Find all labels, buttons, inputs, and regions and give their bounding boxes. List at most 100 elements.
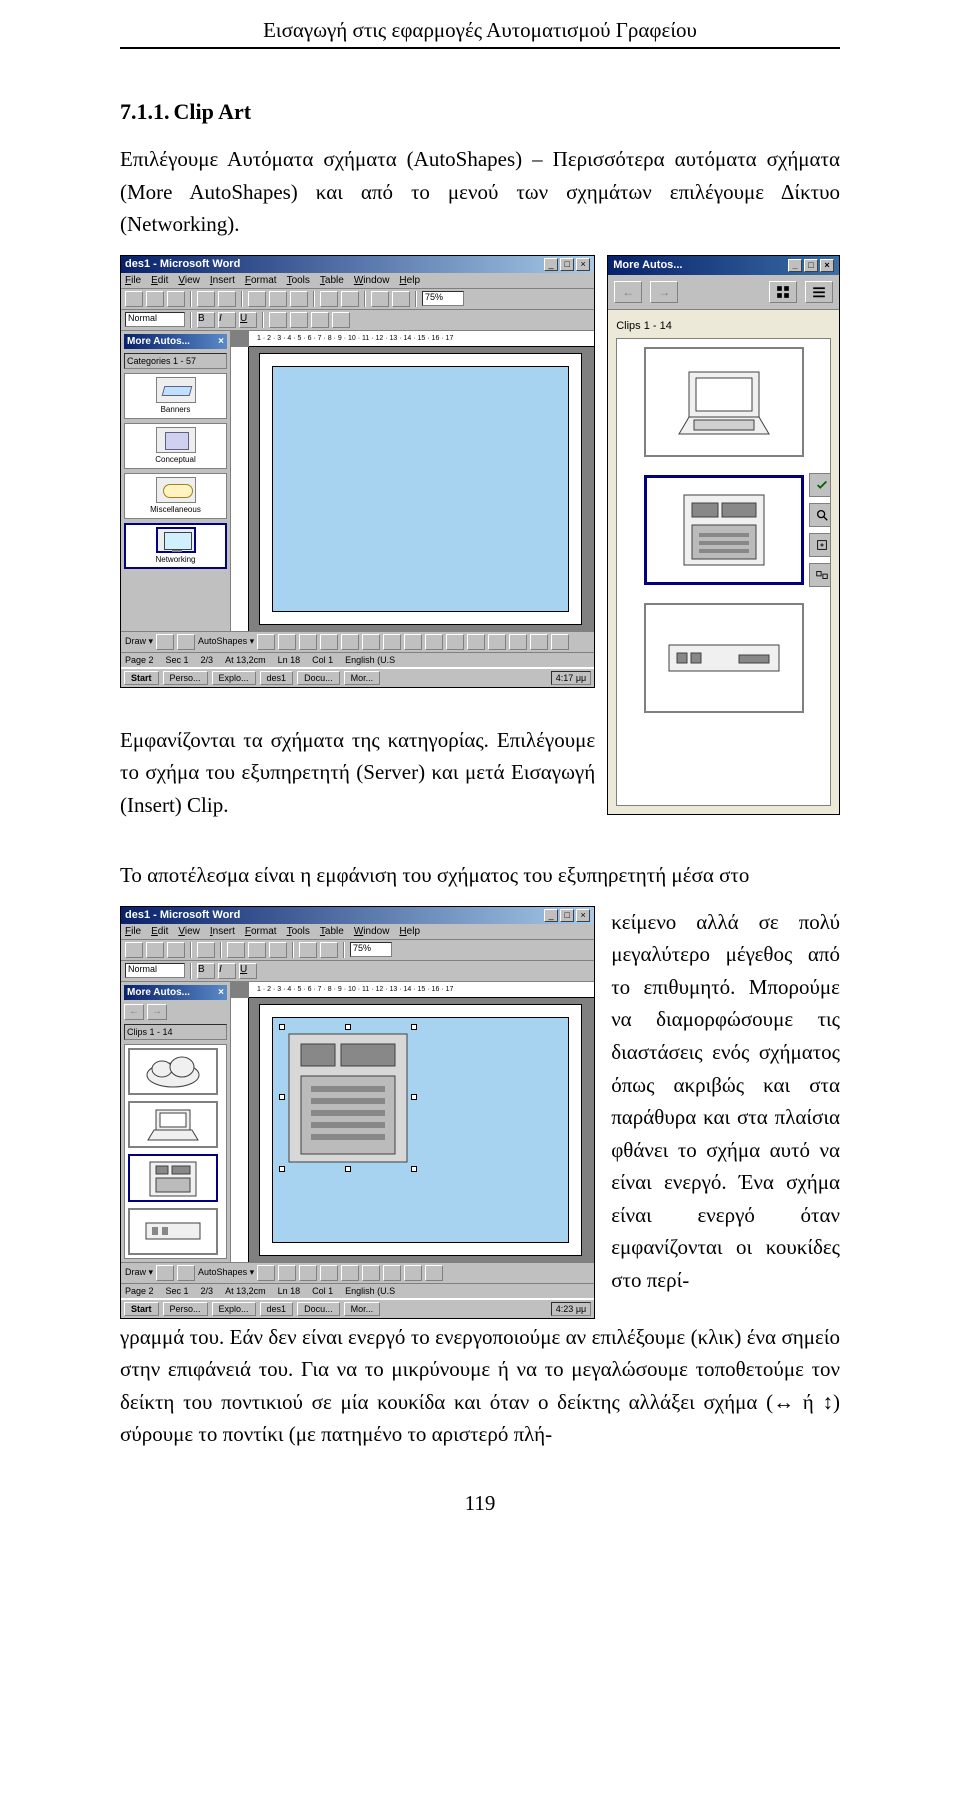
taskbar-item[interactable]: Mor... bbox=[344, 1302, 381, 1316]
clip-server[interactable] bbox=[644, 475, 804, 585]
taskbar-item[interactable]: Docu... bbox=[297, 671, 340, 685]
linecolor-icon[interactable] bbox=[425, 634, 443, 650]
find-similar-icon[interactable] bbox=[809, 563, 831, 587]
minimize-button[interactable]: _ bbox=[544, 909, 558, 922]
taskbar-item[interactable]: Perso... bbox=[163, 671, 208, 685]
inserted-server-shape[interactable] bbox=[283, 1028, 413, 1168]
italic-icon[interactable]: I bbox=[218, 963, 236, 979]
resize-handle-w[interactable] bbox=[279, 1094, 285, 1100]
columns-icon[interactable] bbox=[392, 291, 410, 307]
wordart-icon[interactable] bbox=[362, 634, 380, 650]
word1-menubar[interactable]: File Edit View Insert Format Tools Table… bbox=[121, 273, 594, 289]
underline-icon[interactable]: U bbox=[239, 312, 257, 328]
preview-icon[interactable] bbox=[218, 291, 236, 307]
arrow-icon[interactable] bbox=[278, 634, 296, 650]
rotate-icon[interactable] bbox=[177, 1265, 195, 1281]
justify-icon[interactable] bbox=[332, 312, 350, 328]
paste-icon[interactable] bbox=[269, 942, 287, 958]
linecolor-icon[interactable] bbox=[383, 1265, 401, 1281]
rectangle-icon[interactable] bbox=[299, 634, 317, 650]
style-combo[interactable]: Normal bbox=[125, 963, 185, 978]
taskbar-item[interactable]: des1 bbox=[260, 671, 294, 685]
arrow-icon[interactable] bbox=[278, 1265, 296, 1281]
menu-file[interactable]: File bbox=[125, 275, 141, 286]
threed-icon[interactable] bbox=[551, 634, 569, 650]
menu-insert[interactable]: Insert bbox=[210, 926, 235, 937]
menu-table[interactable]: Table bbox=[320, 926, 344, 937]
oval-icon[interactable] bbox=[320, 1265, 338, 1281]
italic-icon[interactable]: I bbox=[218, 312, 236, 328]
resize-handle-n[interactable] bbox=[345, 1024, 351, 1030]
close-button[interactable]: × bbox=[576, 909, 590, 922]
dash-icon[interactable] bbox=[488, 634, 506, 650]
category-miscellaneous[interactable]: Miscellaneous bbox=[124, 473, 227, 519]
shadow-icon[interactable] bbox=[530, 634, 548, 650]
redo-icon[interactable] bbox=[320, 942, 338, 958]
clip-laptop[interactable] bbox=[644, 347, 804, 457]
category-conceptual[interactable]: Conceptual bbox=[124, 423, 227, 469]
fontcolor-icon[interactable] bbox=[446, 634, 464, 650]
menu-help[interactable]: Help bbox=[399, 926, 420, 937]
menu-view[interactable]: View bbox=[178, 275, 200, 286]
style-combo[interactable]: Normal bbox=[125, 312, 185, 327]
menu-help[interactable]: Help bbox=[399, 275, 420, 286]
cut-icon[interactable] bbox=[227, 942, 245, 958]
underline-icon[interactable]: U bbox=[239, 963, 257, 979]
minimize-button[interactable]: _ bbox=[544, 258, 558, 271]
draw-menu[interactable]: Draw ▾ bbox=[125, 1267, 153, 1278]
align-center-icon[interactable] bbox=[290, 312, 308, 328]
menu-format[interactable]: Format bbox=[245, 926, 277, 937]
list-icon[interactable] bbox=[805, 281, 833, 303]
insert-clip-icon[interactable] bbox=[809, 473, 831, 497]
align-right-icon[interactable] bbox=[311, 312, 329, 328]
category-networking[interactable]: Networking bbox=[124, 523, 227, 569]
threed-icon[interactable] bbox=[425, 1265, 443, 1281]
bold-icon[interactable]: B bbox=[197, 312, 215, 328]
cut-icon[interactable] bbox=[248, 291, 266, 307]
zoom-combo[interactable]: 75% bbox=[350, 942, 392, 957]
pane-close-icon[interactable]: × bbox=[218, 336, 224, 347]
fill-icon[interactable] bbox=[404, 634, 422, 650]
open-icon[interactable] bbox=[146, 942, 164, 958]
menu-edit[interactable]: Edit bbox=[151, 926, 168, 937]
clip-server-sm[interactable] bbox=[128, 1154, 218, 1202]
oval-icon[interactable] bbox=[320, 634, 338, 650]
maximize-button[interactable]: □ bbox=[560, 909, 574, 922]
autoshapes-menu[interactable]: AutoShapes ▾ bbox=[198, 636, 254, 647]
ma-maximize-button[interactable]: □ bbox=[804, 259, 818, 272]
autoshapes-menu[interactable]: AutoShapes ▾ bbox=[198, 1267, 254, 1278]
undo-icon[interactable] bbox=[320, 291, 338, 307]
word2-menubar[interactable]: File Edit View Insert Format Tools Table… bbox=[121, 924, 594, 940]
menu-window[interactable]: Window bbox=[354, 926, 390, 937]
copy-icon[interactable] bbox=[269, 291, 287, 307]
draw-menu[interactable]: Draw ▾ bbox=[125, 636, 153, 647]
undo-icon[interactable] bbox=[299, 942, 317, 958]
back-icon[interactable]: ← bbox=[614, 281, 642, 303]
fill-icon[interactable] bbox=[362, 1265, 380, 1281]
menu-window[interactable]: Window bbox=[354, 275, 390, 286]
maximize-button[interactable]: □ bbox=[560, 258, 574, 271]
start-button[interactable]: Start bbox=[124, 671, 159, 685]
bold-icon[interactable]: B bbox=[197, 963, 215, 979]
taskbar-item[interactable]: Perso... bbox=[163, 1302, 208, 1316]
resize-handle-e[interactable] bbox=[411, 1094, 417, 1100]
large-icons-icon[interactable] bbox=[769, 281, 797, 303]
copy-icon[interactable] bbox=[248, 942, 266, 958]
open-icon[interactable] bbox=[146, 291, 164, 307]
ma-close-button[interactable]: × bbox=[820, 259, 834, 272]
line-icon[interactable] bbox=[257, 1265, 275, 1281]
resize-handle-se[interactable] bbox=[411, 1166, 417, 1172]
favorite-clip-icon[interactable] bbox=[809, 533, 831, 557]
forward-icon[interactable]: → bbox=[147, 1004, 167, 1020]
save-icon[interactable] bbox=[167, 942, 185, 958]
forward-icon[interactable]: → bbox=[650, 281, 678, 303]
rotate-icon[interactable] bbox=[177, 634, 195, 650]
ma-minimize-button[interactable]: _ bbox=[788, 259, 802, 272]
blue-rectangle-shape[interactable] bbox=[272, 366, 569, 612]
taskbar-item[interactable]: Explo... bbox=[212, 671, 256, 685]
clip-rackserver[interactable] bbox=[644, 603, 804, 713]
textbox-icon[interactable] bbox=[341, 1265, 359, 1281]
taskbar-item[interactable]: Explo... bbox=[212, 1302, 256, 1316]
blue-rectangle-shape-2[interactable] bbox=[272, 1017, 569, 1243]
preview-clip-icon[interactable] bbox=[809, 503, 831, 527]
